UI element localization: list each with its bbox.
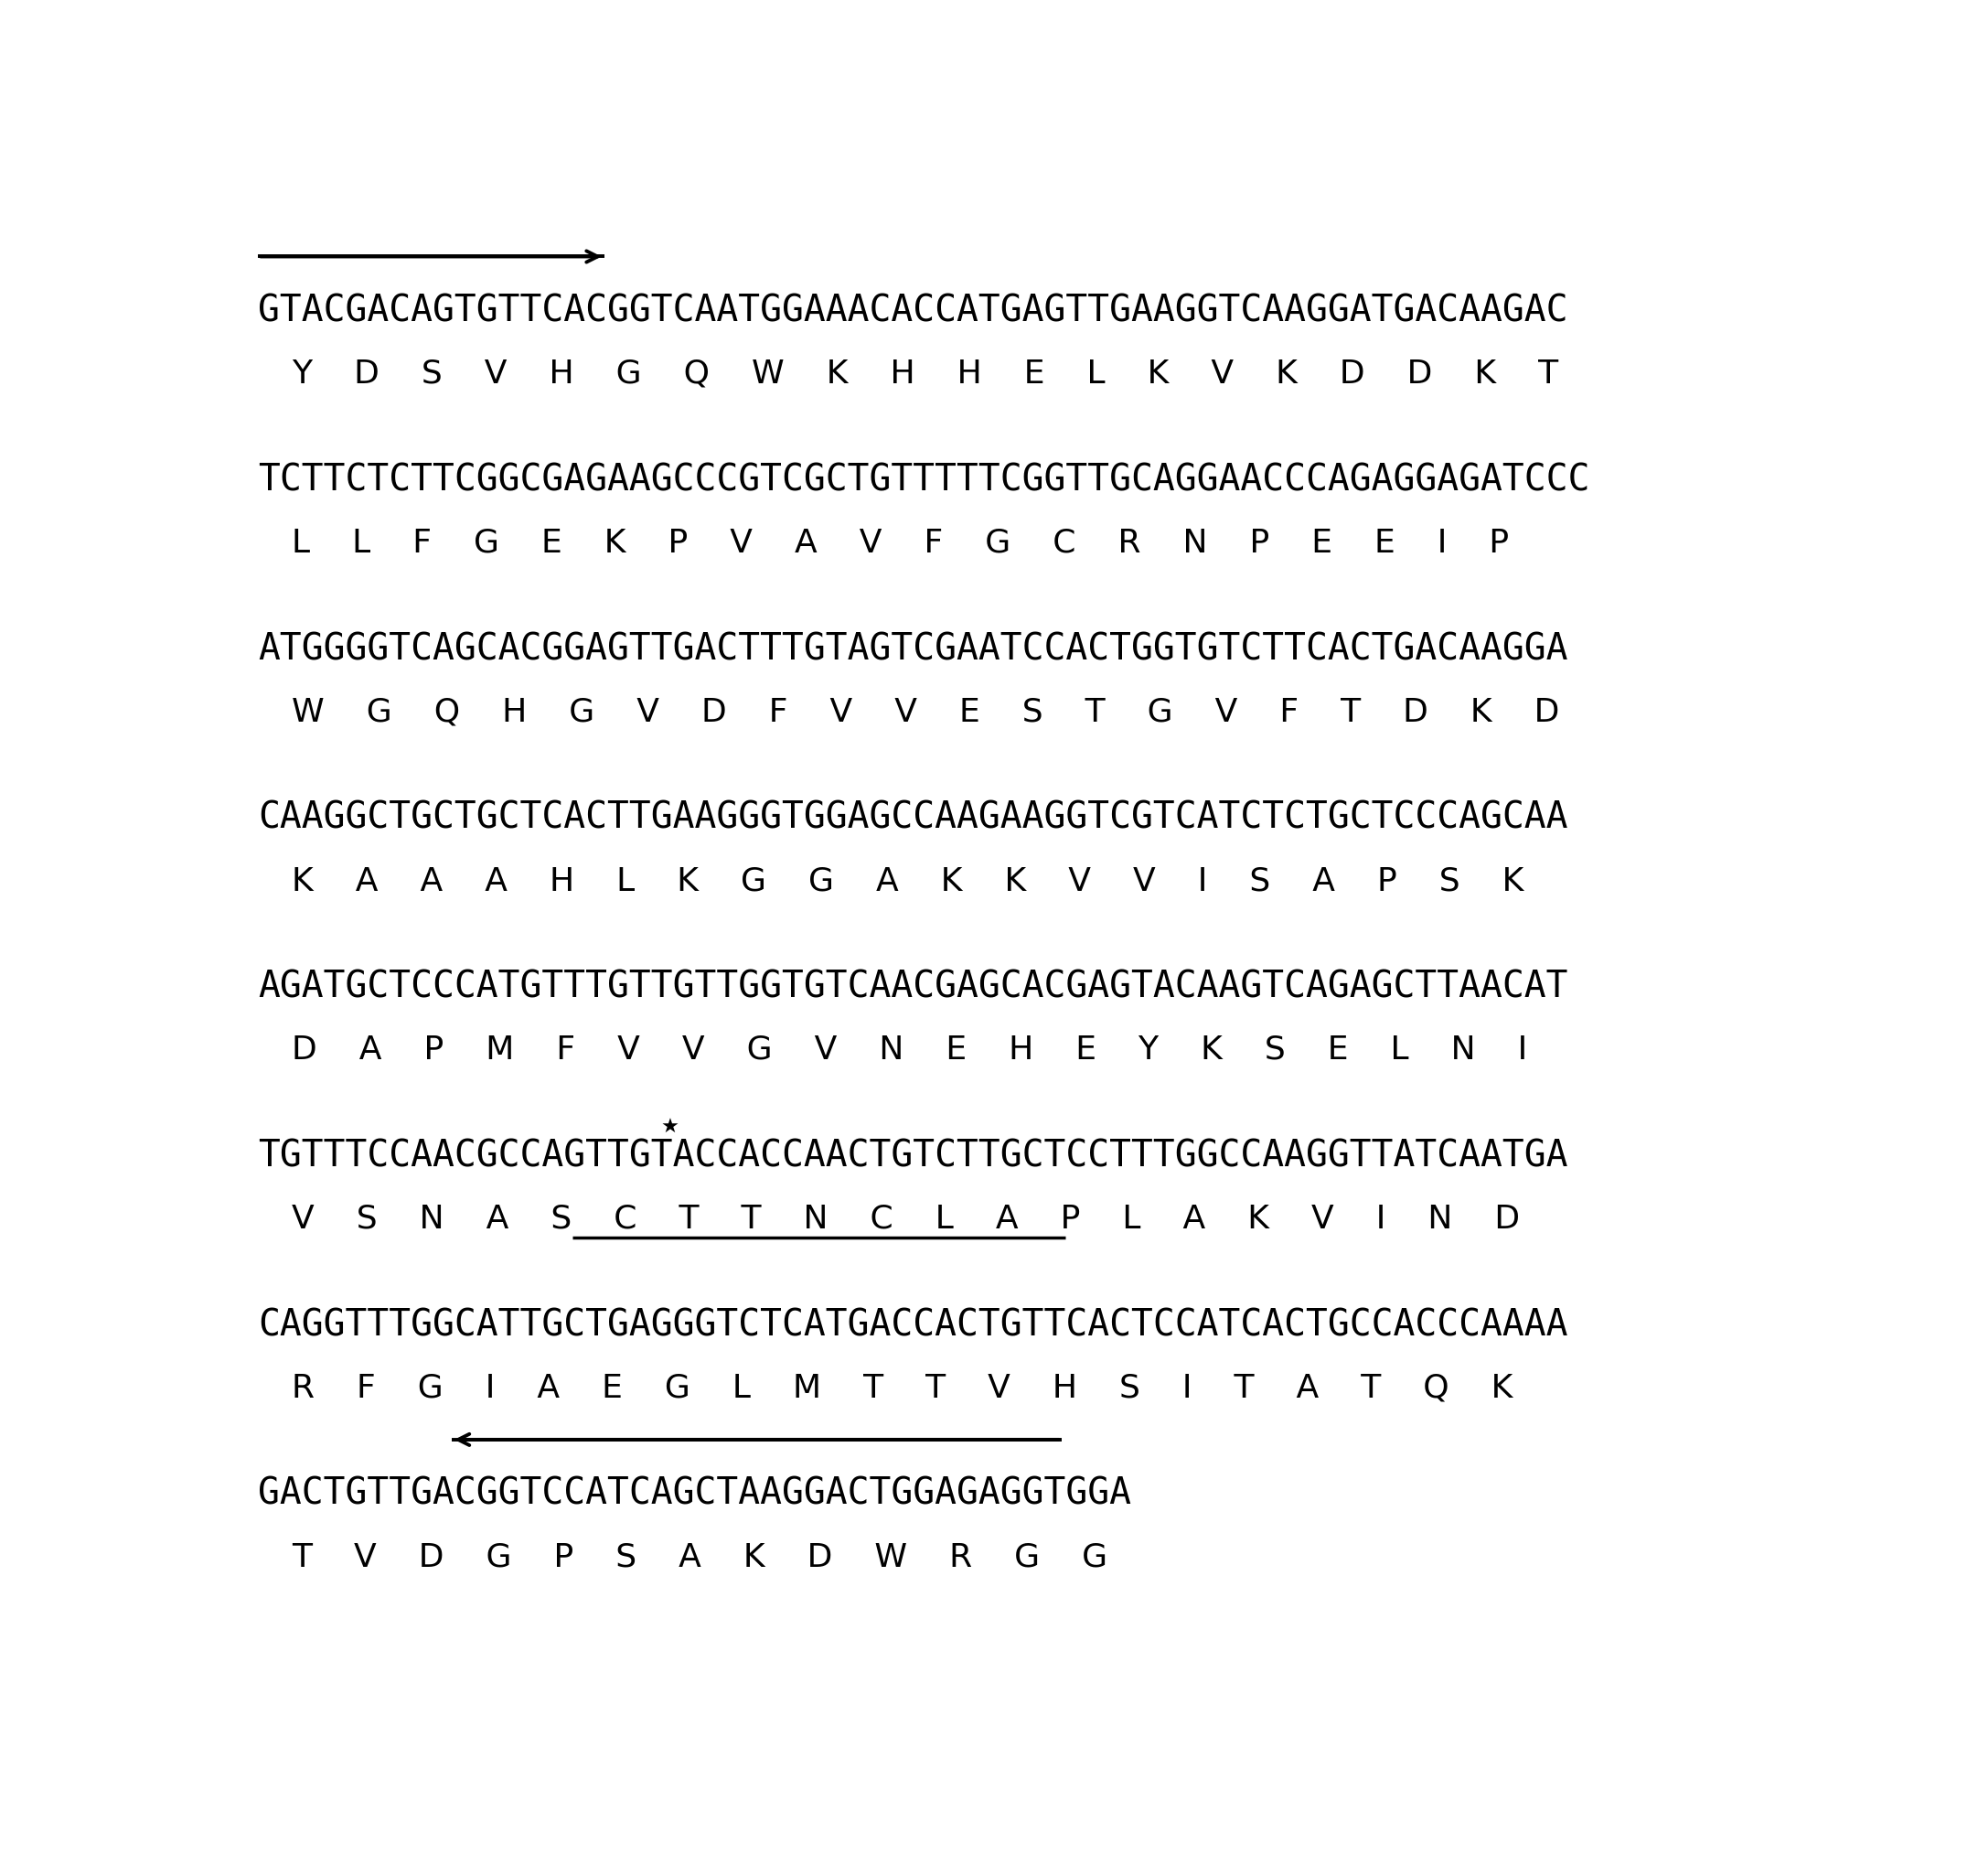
Text: CAGGTTTGGCATTGCTGAGGGTCTCATGACCACTGTTCACTCCATCACTGCCACCCAAAA: CAGGTTTGGCATTGCTGAGGGTCTCATGACCACTGTTCAC… bbox=[258, 1308, 1568, 1343]
Text: T    V    D    G    P    S    A    K    D    W    R    G    G: T V D G P S A K D W R G G bbox=[291, 1542, 1107, 1572]
Text: ★: ★ bbox=[661, 1118, 679, 1137]
Text: CAAGGCTGCTGCTCACTTGAAGGGTGGAGCCAAGAAGGTCGTCATCTCTGCTCCCAGCAA: CAAGGCTGCTGCTCACTTGAAGGGTGGAGCCAAGAAGGTC… bbox=[258, 801, 1568, 837]
Text: GACTGTTGACGGTCCATCAGCTAAGGACTGGAGAGGTGGA: GACTGTTGACGGTCCATCAGCTAAGGACTGGAGAGGTGGA bbox=[258, 1476, 1131, 1512]
Text: W    G    Q    H    G    V    D    F    V    V    E    S    T    G    V    F    : W G Q H G V D F V V E S T G V F bbox=[291, 696, 1560, 728]
Text: V    S    N    A    S    C    T    T    N    C    L    A    P    L    A    K    : V S N A S C T T N C L A P L A K bbox=[291, 1204, 1520, 1234]
Text: TGTTTCCAACGCCAGTTGTACCACCAACTGTCTTGCTCCTTTGGCCAAGGTTATCAATGA: TGTTTCCAACGCCAGTTGTACCACCAACTGTCTTGCTCCT… bbox=[258, 1139, 1568, 1174]
Text: GTACGACAGTGTTCACGGTCAATGGAAACACCATGAGTTGAAGGTCAAGGATGACAAGAC: GTACGACAGTGTTCACGGTCAATGGAAACACCATGAGTTG… bbox=[258, 293, 1568, 330]
Text: ATGGGGTCAGCACGGAGTTGACTTTGTAGTCGAATCCACTGGTGTCTTCACTGACAAGGA: ATGGGGTCAGCACGGAGTTGACTTTGTAGTCGAATCCACT… bbox=[258, 630, 1568, 668]
Text: K    A    A    A    H    L    K    G    G    A    K    K    V    V    I    S    : K A A A H L K G G A K K V V I S bbox=[291, 865, 1524, 897]
Text: TCTTCTCTTCGGCGAGAAGCCCGTCGCTGTTTTTCGGTTGCAGGAACCCAGAGGAGATCCC: TCTTCTCTTCGGCGAGAAGCCCGTCGCTGTTTTTCGGTTG… bbox=[258, 461, 1589, 499]
Text: R    F    G    I    A    E    G    L    M    T    T    V    H    S    I    T    : R F G I A E G L M T T V H S I T bbox=[291, 1373, 1513, 1403]
Text: D    A    P    M    F    V    V    G    V    N    E    H    E    Y    K    S    : D A P M F V V G V N E H E Y K S bbox=[291, 1034, 1526, 1066]
Text: L    L    F    G    E    K    P    V    A    V    F    G    C    R    N    P    : L L F G E K P V A V F G C R N P bbox=[291, 527, 1509, 559]
Text: Y    D    S    V    H    G    Q    W    K    H    H    E    L    K    V    K    : Y D S V H G Q W K H H E L K V K bbox=[291, 358, 1558, 390]
Text: AGATGCTCCCATGTTTGTTGTTGGTGTCAACGAGCACGAGTACAAGTCAGAGCTTAACAT: AGATGCTCCCATGTTTGTTGTTGGTGTCAACGAGCACGAG… bbox=[258, 970, 1568, 1006]
